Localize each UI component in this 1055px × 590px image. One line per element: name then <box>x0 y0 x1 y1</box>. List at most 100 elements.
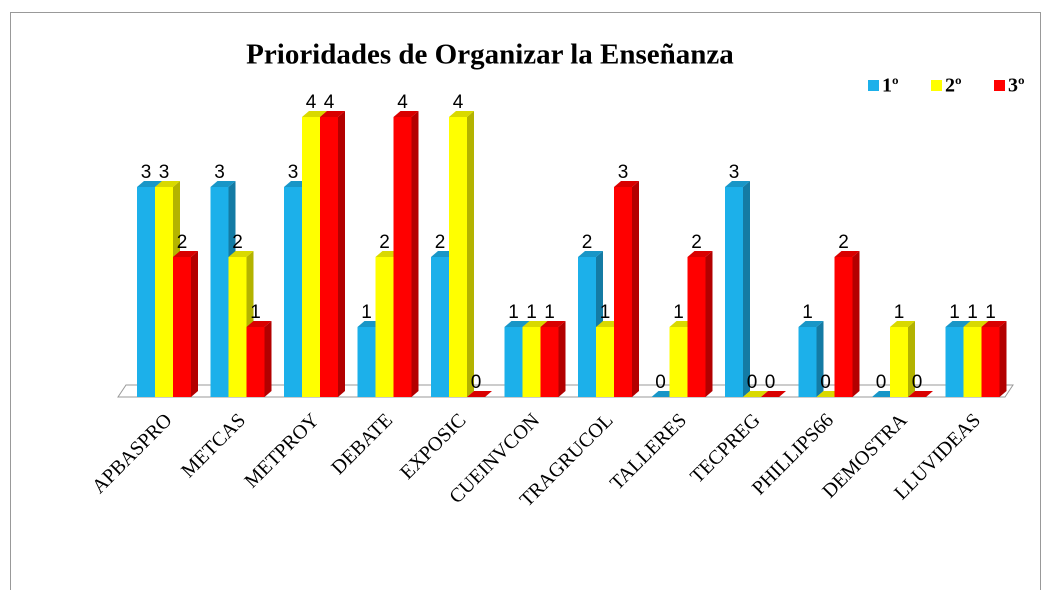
bar <box>890 327 908 397</box>
data-label: 0 <box>747 372 758 393</box>
data-label: 1 <box>600 302 611 323</box>
bar-side <box>632 181 639 397</box>
bar <box>578 257 596 397</box>
data-label: 4 <box>324 92 335 113</box>
bar <box>540 327 559 397</box>
bar-top <box>981 321 1007 327</box>
bar-top <box>137 181 162 187</box>
bar-top <box>155 181 180 187</box>
bar <box>320 117 338 397</box>
bar <box>284 187 302 397</box>
bar <box>137 187 155 397</box>
bar <box>302 117 320 397</box>
data-label: 3 <box>141 162 152 183</box>
legend-swatch <box>931 80 942 91</box>
bar-top <box>834 251 860 257</box>
bar <box>246 327 265 397</box>
bar-top <box>320 111 345 117</box>
bar-top <box>173 251 198 257</box>
data-label: 1 <box>250 302 261 323</box>
data-label: 0 <box>876 372 887 393</box>
bar-side <box>411 111 419 397</box>
legend-swatch <box>868 80 879 91</box>
bar-side <box>191 251 198 397</box>
data-label: 1 <box>673 302 684 323</box>
bar-top <box>246 321 272 327</box>
data-label: 2 <box>691 232 702 253</box>
bar-top <box>540 321 566 327</box>
bar-top <box>467 391 492 397</box>
bar-top <box>393 111 419 117</box>
bar-side <box>705 251 713 397</box>
bar <box>834 257 853 397</box>
legend-label: 1º <box>882 75 899 97</box>
bar-top <box>578 251 603 257</box>
bar-top <box>963 321 989 327</box>
data-label: 1 <box>949 302 960 323</box>
data-label: 4 <box>397 92 408 113</box>
bar <box>963 327 982 397</box>
bar-top <box>761 391 786 397</box>
bar-top <box>504 321 530 327</box>
bar <box>228 257 247 397</box>
data-label: 3 <box>729 162 740 183</box>
data-label: 3 <box>288 162 299 183</box>
data-label: 3 <box>214 162 225 183</box>
bar-top <box>725 181 750 187</box>
bar <box>725 187 743 397</box>
bar <box>393 117 412 397</box>
bar-side <box>558 321 566 397</box>
bar-side <box>338 111 345 397</box>
bar-top <box>449 111 474 117</box>
bar-side <box>852 251 860 397</box>
legend-swatch <box>994 80 1005 91</box>
data-label: 4 <box>306 92 317 113</box>
bar <box>614 187 632 397</box>
data-label: 0 <box>655 372 666 393</box>
data-label: 3 <box>618 162 629 183</box>
data-label: 2 <box>582 232 593 253</box>
data-label: 2 <box>177 232 188 253</box>
bar-top <box>614 181 639 187</box>
bar <box>449 117 467 397</box>
data-label: 1 <box>894 302 905 323</box>
bar <box>173 257 191 397</box>
data-label: 2 <box>232 232 243 253</box>
bar-top <box>890 321 915 327</box>
bar <box>798 327 817 397</box>
data-label: 2 <box>379 232 390 253</box>
data-label: 0 <box>765 372 776 393</box>
data-label: 1 <box>508 302 519 323</box>
bar-top <box>210 181 236 187</box>
bar-top <box>687 251 713 257</box>
data-label: 1 <box>544 302 555 323</box>
bar-top <box>743 391 768 397</box>
bar <box>687 257 706 397</box>
bar-top <box>228 251 254 257</box>
data-label: 2 <box>435 232 446 253</box>
bar-side <box>816 321 824 397</box>
data-label: 0 <box>471 372 482 393</box>
bar <box>596 327 614 397</box>
data-label: 3 <box>159 162 170 183</box>
bar <box>981 327 1000 397</box>
bar <box>375 257 394 397</box>
bar-top <box>302 111 327 117</box>
data-label: 2 <box>838 232 849 253</box>
data-label: 1 <box>802 302 813 323</box>
bar <box>357 327 376 397</box>
bar <box>522 327 541 397</box>
bar-side <box>264 321 272 397</box>
legend-label: 2º <box>945 75 962 97</box>
bar <box>431 257 449 397</box>
bar-top <box>945 321 971 327</box>
bar <box>945 327 964 397</box>
bar-side <box>467 111 474 397</box>
bar-top <box>522 321 548 327</box>
bar-top <box>798 321 824 327</box>
bar-side <box>908 321 915 397</box>
data-label: 1 <box>526 302 537 323</box>
data-label: 1 <box>985 302 996 323</box>
